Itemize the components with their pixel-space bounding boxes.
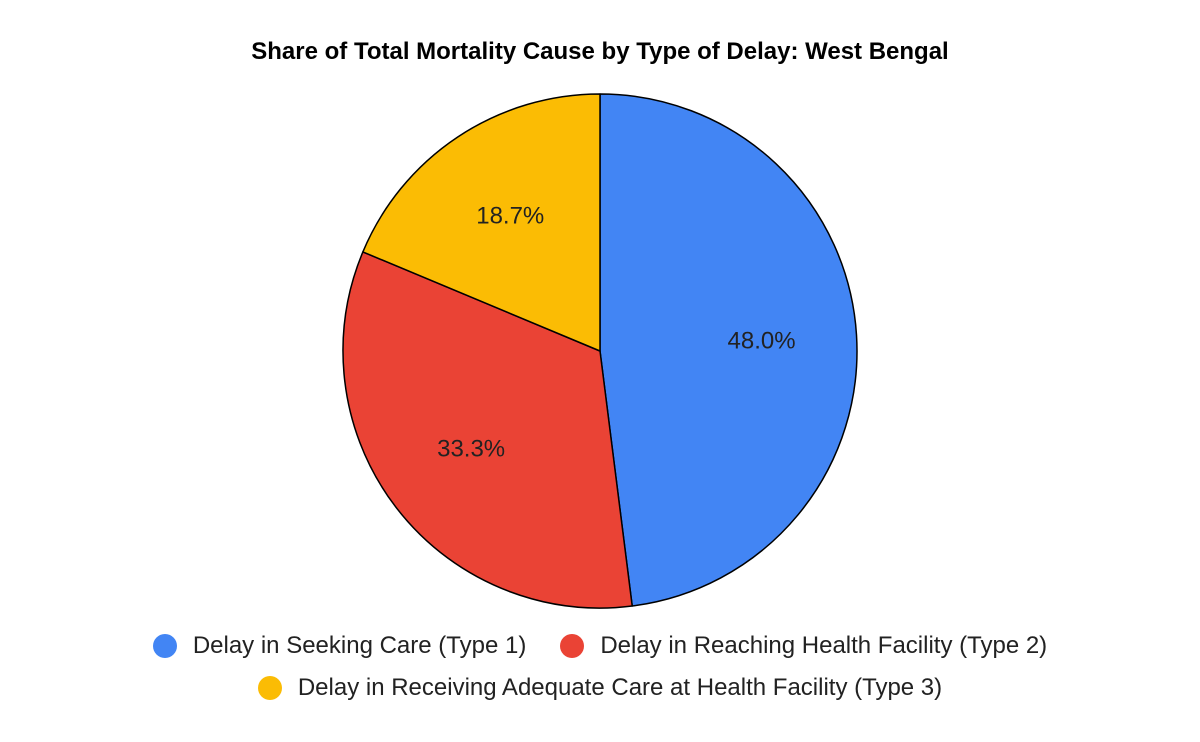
legend-item-type-2[interactable]: Delay in Reaching Health Facility (Type …	[560, 632, 1047, 660]
legend-label-type-3: Delay in Receiving Adequate Care at Heal…	[297, 674, 943, 701]
legend-item-type-3[interactable]: Delay in Receiving Adequate Care at Heal…	[257, 674, 943, 702]
chart-title: Share of Total Mortality Cause by Type o…	[251, 38, 949, 65]
legend-label-type-2: Delay in Reaching Health Facility (Type …	[600, 632, 1048, 659]
legend-row-2: Delay in Receiving Adequate Care at Heal…	[0, 674, 1200, 702]
slice-type-2[interactable]	[342, 251, 633, 609]
legend-label-type-1: Delay in Seeking Care (Type 1)	[192, 632, 527, 659]
slice-label-type-1: 48.0%	[728, 327, 796, 354]
slice-label-type-2: 33.3%	[437, 436, 505, 463]
legend-swatch-type-2	[560, 634, 585, 658]
slice-type-3[interactable]	[362, 93, 601, 352]
legend-swatch-type-3	[257, 676, 282, 700]
legend-swatch-type-1	[152, 634, 177, 658]
legend-row-1: Delay in Seeking Care (Type 1) Delay in …	[0, 632, 1200, 660]
slice-label-type-3: 18.7%	[476, 203, 544, 230]
slice-type-1[interactable]	[599, 93, 858, 607]
legend-item-type-1[interactable]: Delay in Seeking Care (Type 1)	[152, 632, 527, 660]
